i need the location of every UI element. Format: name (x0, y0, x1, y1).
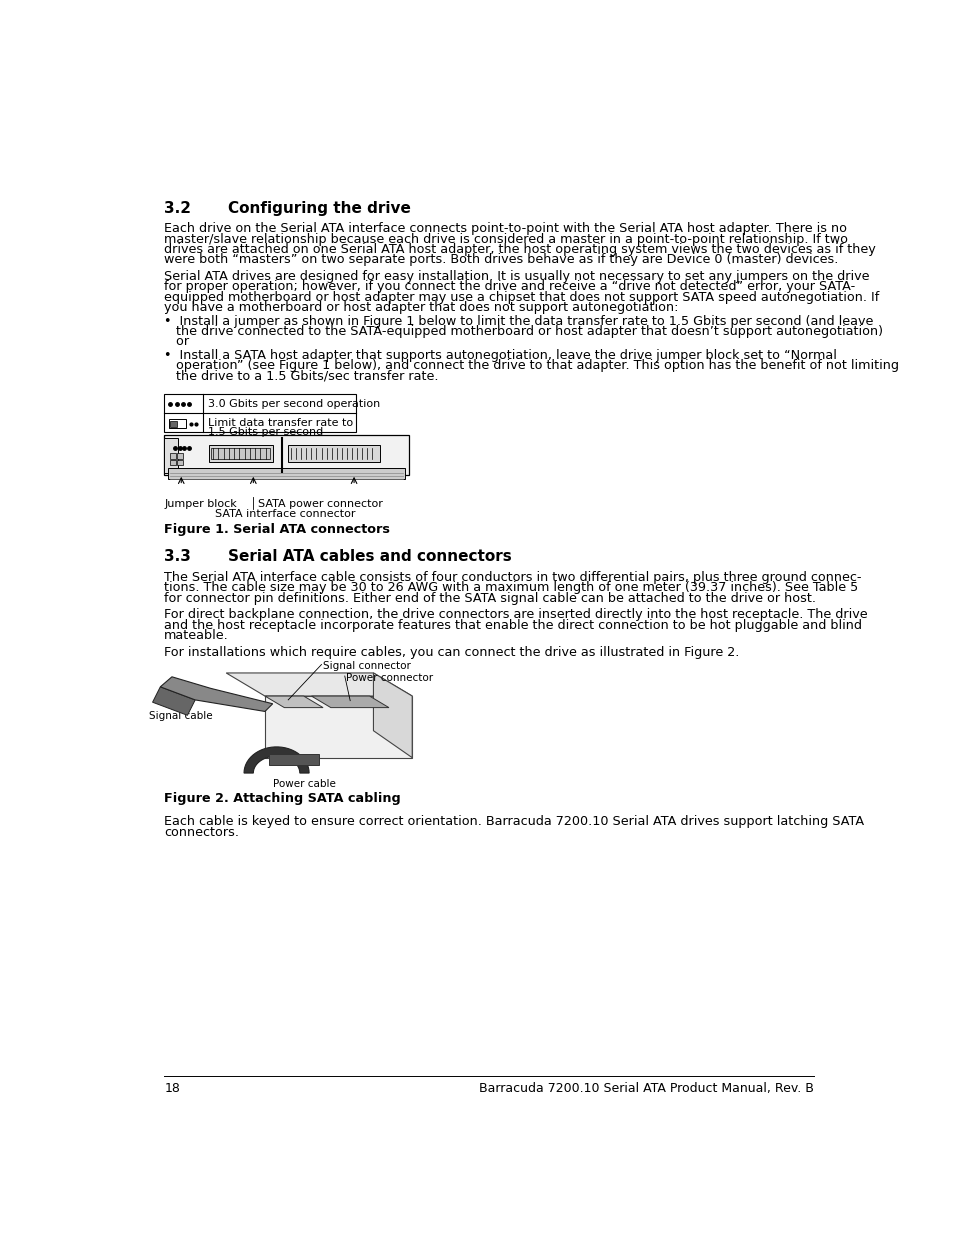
Polygon shape (373, 673, 412, 757)
Bar (171, 453, 175, 458)
Text: For installations which require cables, you can connect the drive as illustrated: For installations which require cables, … (164, 646, 739, 658)
Text: Each drive on the Serial ATA interface connects point-to-point with the Serial A: Each drive on the Serial ATA interface c… (164, 222, 846, 235)
Bar (164, 436, 409, 475)
Text: and the host receptacle incorporate features that enable the direct connection t: and the host receptacle incorporate feat… (164, 619, 862, 631)
Text: for proper operation; however, if you connect the drive and receive a “drive not: for proper operation; however, if you co… (164, 280, 855, 293)
Text: SATA power connector: SATA power connector (257, 499, 382, 509)
Bar (209, 445, 273, 462)
Polygon shape (311, 697, 389, 708)
Text: 3.2: 3.2 (164, 200, 191, 216)
Text: Barracuda 7200.10 Serial ATA Product Manual, Rev. B: Barracuda 7200.10 Serial ATA Product Man… (478, 1082, 813, 1095)
Text: 3.3: 3.3 (164, 550, 191, 564)
Text: for connector pin definitions. Either end of the SATA signal cable can be attach: for connector pin definitions. Either en… (164, 592, 816, 605)
Text: •  Install a jumper as shown in Figure 1 below to limit the data transfer rate t: • Install a jumper as shown in Figure 1 … (164, 315, 873, 327)
Text: you have a motherboard or host adapter that does not support autonegotiation:: you have a motherboard or host adapter t… (164, 301, 678, 314)
Polygon shape (265, 697, 323, 708)
Bar (177, 461, 183, 466)
Text: the drive connected to the SATA-equipped motherboard or host adapter that doesn’: the drive connected to the SATA-equipped… (164, 325, 882, 338)
Bar (164, 437, 178, 473)
Polygon shape (244, 747, 309, 773)
Polygon shape (160, 677, 273, 711)
Polygon shape (226, 673, 412, 697)
Text: Jumper block: Jumper block (164, 499, 236, 509)
Text: •  Install a SATA host adapter that supports autonegotiation, leave the drive ju: • Install a SATA host adapter that suppo… (164, 348, 836, 362)
Text: Signal connector: Signal connector (323, 662, 411, 672)
Text: the drive to a 1.5 Gbits/sec transfer rate.: the drive to a 1.5 Gbits/sec transfer ra… (164, 369, 438, 383)
Text: For direct backplane connection, the drive connectors are inserted directly into: For direct backplane connection, the dri… (164, 609, 867, 621)
Text: were both “masters” on two separate ports. Both drives behave as if they are Dev: were both “masters” on two separate port… (164, 253, 838, 267)
Text: drives are attached on one Serial ATA host adapter, the host operating system vi: drives are attached on one Serial ATA ho… (164, 243, 875, 256)
Text: connectors.: connectors. (164, 826, 239, 839)
Bar (212, 448, 270, 458)
Text: Each cable is keyed to ensure correct orientation. Barracuda 7200.10 Serial ATA : Each cable is keyed to ensure correct or… (164, 815, 863, 829)
Text: or: or (164, 336, 189, 348)
Text: operation” (see Figure 1 below), and connect the drive to that adapter. This opt: operation” (see Figure 1 below), and con… (164, 359, 899, 372)
Text: 3.0 Gbits per second operation: 3.0 Gbits per second operation (208, 399, 379, 409)
Polygon shape (269, 753, 319, 766)
Bar (164, 394, 356, 432)
Bar (177, 453, 183, 458)
Text: master/slave relationship because each drive is considered a master in a point-t: master/slave relationship because each d… (164, 232, 847, 246)
Bar (171, 461, 175, 466)
Bar (288, 445, 379, 462)
Text: tions. The cable size may be 30 to 26 AWG with a maximum length of one meter (39: tions. The cable size may be 30 to 26 AW… (164, 582, 858, 594)
Text: 18: 18 (164, 1082, 180, 1095)
Text: Power cable: Power cable (273, 779, 335, 789)
Text: Figure 1. Serial ATA connectors: Figure 1. Serial ATA connectors (164, 524, 390, 536)
Polygon shape (265, 697, 412, 757)
Text: The Serial ATA interface cable consists of four conductors in two differential p: The Serial ATA interface cable consists … (164, 571, 861, 584)
Text: equipped motherboard or host adapter may use a chipset that does not support SAT: equipped motherboard or host adapter may… (164, 290, 879, 304)
Polygon shape (152, 687, 195, 715)
Text: 1.5 Gbits per second: 1.5 Gbits per second (208, 427, 322, 437)
Text: mateable.: mateable. (164, 629, 229, 642)
Text: Serial ATA cables and connectors: Serial ATA cables and connectors (228, 550, 511, 564)
Text: Serial ATA drives are designed for easy installation. It is usually not necessar: Serial ATA drives are designed for easy … (164, 270, 869, 283)
Text: Figure 2. Attaching SATA cabling: Figure 2. Attaching SATA cabling (164, 793, 400, 805)
Bar (168, 468, 405, 479)
Text: Power connector: Power connector (346, 673, 433, 683)
Text: Signal cable: Signal cable (149, 711, 213, 721)
Text: Configuring the drive: Configuring the drive (228, 200, 410, 216)
Bar (169, 419, 186, 429)
Bar (171, 421, 176, 427)
Text: SATA interface connector: SATA interface connector (214, 509, 355, 520)
Text: Limit data transfer rate to: Limit data transfer rate to (208, 417, 353, 427)
